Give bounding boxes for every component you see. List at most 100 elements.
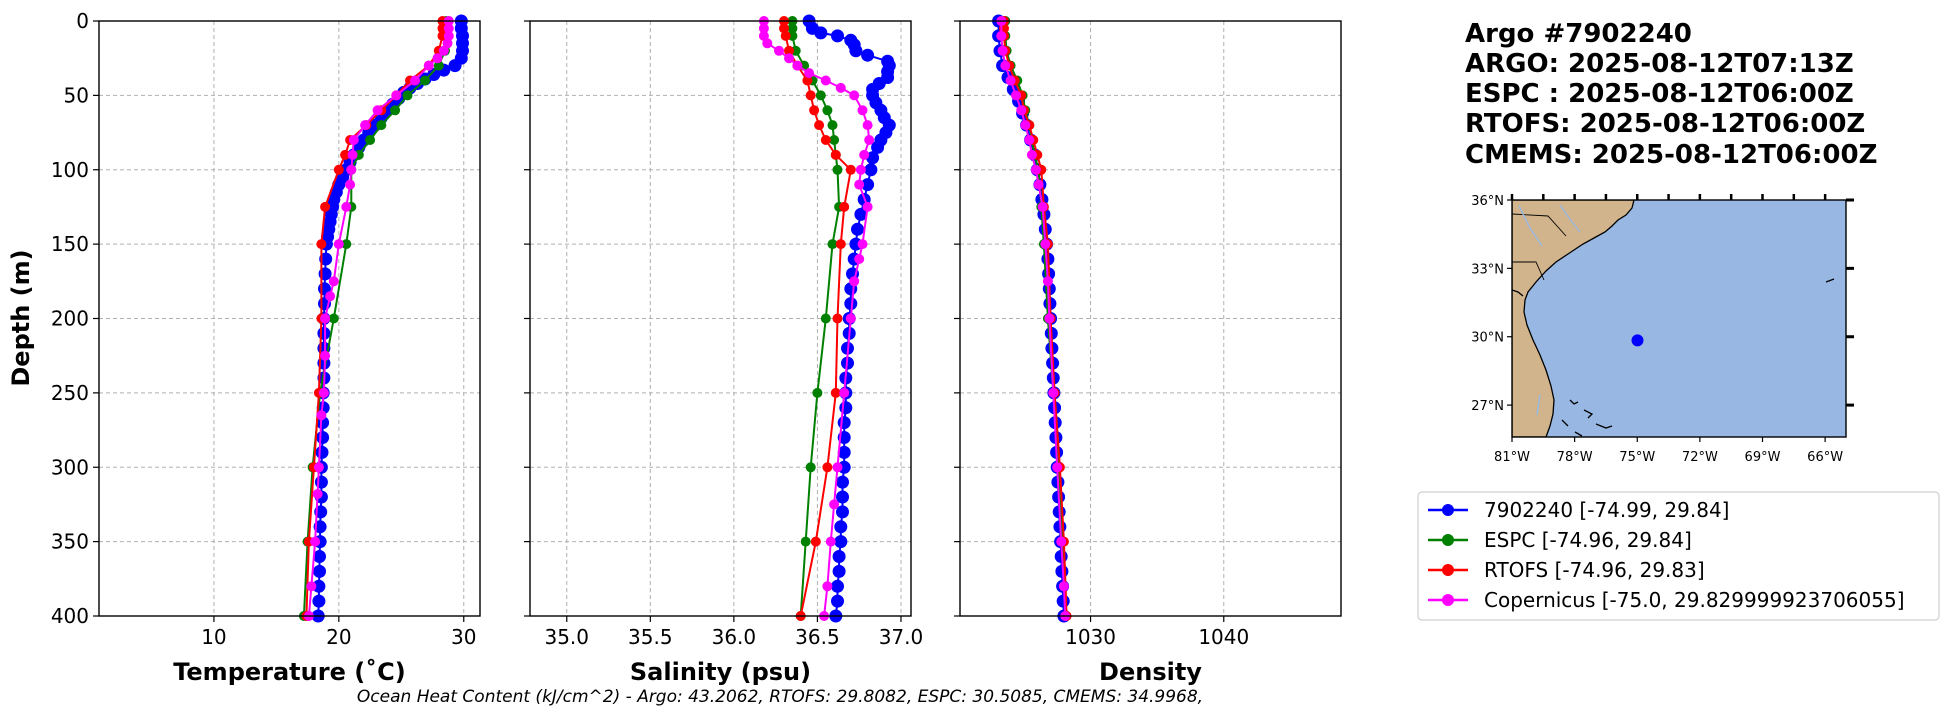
- data-point-copernicus: [845, 313, 856, 324]
- data-point-copernicus: [345, 179, 356, 190]
- x-tick-label: 1030: [1065, 625, 1116, 649]
- map-lat-label: 30°N: [1471, 331, 1504, 346]
- data-point-rtofs: [340, 149, 351, 160]
- x-tick-label: 36.0: [712, 625, 757, 649]
- y-tick-label: 100: [51, 158, 89, 182]
- data-point-copernicus: [849, 90, 860, 101]
- legend-item: RTOFS [-74.96, 29.83]: [1428, 558, 1705, 582]
- x-tick-label: 30: [451, 625, 476, 649]
- data-point-7902240: [871, 140, 885, 154]
- data-point-7902240: [831, 579, 844, 593]
- data-point-7902240: [834, 520, 848, 534]
- data-point-copernicus: [862, 120, 873, 131]
- map-gulf-coast: [1512, 289, 1524, 297]
- data-point-copernicus: [372, 105, 383, 116]
- data-point-copernicus: [835, 82, 846, 93]
- data-point-copernicus: [320, 313, 331, 324]
- data-point-espc: [787, 23, 798, 34]
- data-point-espc: [390, 105, 401, 116]
- data-point-7902240: [317, 326, 331, 340]
- data-point-copernicus: [1058, 581, 1069, 592]
- map-lon-label: 66°W: [1807, 450, 1843, 465]
- data-point-copernicus: [310, 536, 321, 547]
- data-point-copernicus: [784, 53, 794, 64]
- data-point-copernicus: [347, 149, 358, 160]
- map-rivers: [1518, 204, 1581, 416]
- x-tick-label: 10: [201, 625, 226, 649]
- legend-marker: [1442, 564, 1454, 576]
- data-point-espc: [820, 313, 831, 324]
- data-point-copernicus: [862, 201, 873, 212]
- map-lon-label: 81°W: [1494, 450, 1530, 465]
- data-point-7902240: [312, 579, 326, 593]
- data-point-copernicus: [1056, 536, 1067, 547]
- data-point-7902240: [831, 29, 844, 43]
- legend-label: Copernicus [-75.0, 29.829999923706055]: [1484, 588, 1905, 612]
- y-tick-label: 150: [51, 232, 89, 256]
- data-point-rtofs: [333, 164, 344, 175]
- legend: 7902240 [-74.99, 29.84] ESPC [-74.96, 29.…: [1417, 491, 1940, 621]
- map-land: [1512, 200, 1635, 437]
- data-point-copernicus: [774, 45, 784, 56]
- data-point-copernicus: [859, 149, 870, 160]
- y-tick-label: 300: [51, 455, 89, 479]
- data-point-rtofs: [320, 201, 331, 212]
- legend-item: 7902240 [-74.99, 29.84]: [1428, 498, 1729, 522]
- data-point-7902240: [1056, 594, 1070, 608]
- data-point-7902240: [861, 178, 875, 192]
- y-tick-label: 200: [51, 307, 89, 331]
- data-point-copernicus: [804, 68, 815, 79]
- data-point-copernicus: [1052, 462, 1063, 473]
- data-point-7902240: [836, 475, 849, 489]
- map-lat-label: 33°N: [1471, 262, 1504, 277]
- y-tick-label: 50: [64, 83, 89, 107]
- title-line: CMEMS: 2025-08-12T06:00Z: [1465, 140, 1877, 170]
- x-tick-label: 37.0: [879, 625, 924, 649]
- data-point-copernicus: [839, 387, 850, 398]
- x-tick-label: 35.0: [544, 625, 589, 649]
- data-point-copernicus: [1026, 149, 1037, 160]
- data-point-rtofs: [830, 387, 841, 398]
- data-point-copernicus: [410, 75, 420, 86]
- map-lat-label: 36°N: [1471, 194, 1504, 209]
- data-point-rtofs: [814, 120, 825, 131]
- data-point-espc: [827, 120, 838, 131]
- y-tick-label: 350: [51, 530, 89, 554]
- data-point-rtofs: [820, 135, 831, 145]
- density-xlabel: Density: [1099, 658, 1202, 686]
- data-point-7902240: [849, 44, 863, 58]
- data-point-7902240: [866, 151, 880, 165]
- data-point-copernicus: [346, 164, 357, 175]
- data-point-copernicus: [432, 53, 443, 64]
- series-copernicus: [303, 16, 454, 621]
- title-block: Argo #7902240 ARGO: 2025-08-12T07:13Z ES…: [1465, 19, 1877, 170]
- data-point-7902240: [313, 564, 326, 578]
- data-point-rtofs: [822, 462, 833, 473]
- temperature-xlabel: Temperature (˚C): [173, 658, 406, 686]
- data-point-7902240: [313, 550, 326, 563]
- data-point-rtofs: [779, 23, 789, 34]
- data-point-espc: [832, 164, 843, 175]
- data-point-copernicus: [758, 23, 769, 34]
- data-point-7902240: [832, 550, 846, 563]
- data-point-7902240: [861, 48, 875, 62]
- data-point-copernicus: [1042, 276, 1053, 287]
- data-point-copernicus: [996, 30, 1007, 41]
- data-point-copernicus: [792, 60, 803, 71]
- data-point-copernicus: [825, 536, 836, 547]
- data-point-copernicus: [1044, 313, 1055, 324]
- data-point-7902240: [836, 505, 849, 519]
- map-lon-label: 72°W: [1682, 450, 1718, 465]
- data-point-rtofs: [810, 536, 821, 547]
- legend-label: ESPC [-74.96, 29.84]: [1484, 528, 1692, 552]
- map-islands: [1561, 278, 1835, 437]
- data-point-7902240: [448, 59, 462, 73]
- data-point-7902240: [319, 252, 333, 266]
- data-point-espc: [800, 536, 811, 547]
- salinity-panel: 35.0 35.5 36.0 36.5 37.0 Salinity (psu): [524, 14, 924, 686]
- data-point-espc: [433, 60, 444, 71]
- data-point-copernicus: [857, 239, 868, 250]
- data-point-copernicus: [832, 462, 843, 473]
- data-point-espc: [402, 90, 413, 101]
- data-point-7902240: [316, 431, 330, 444]
